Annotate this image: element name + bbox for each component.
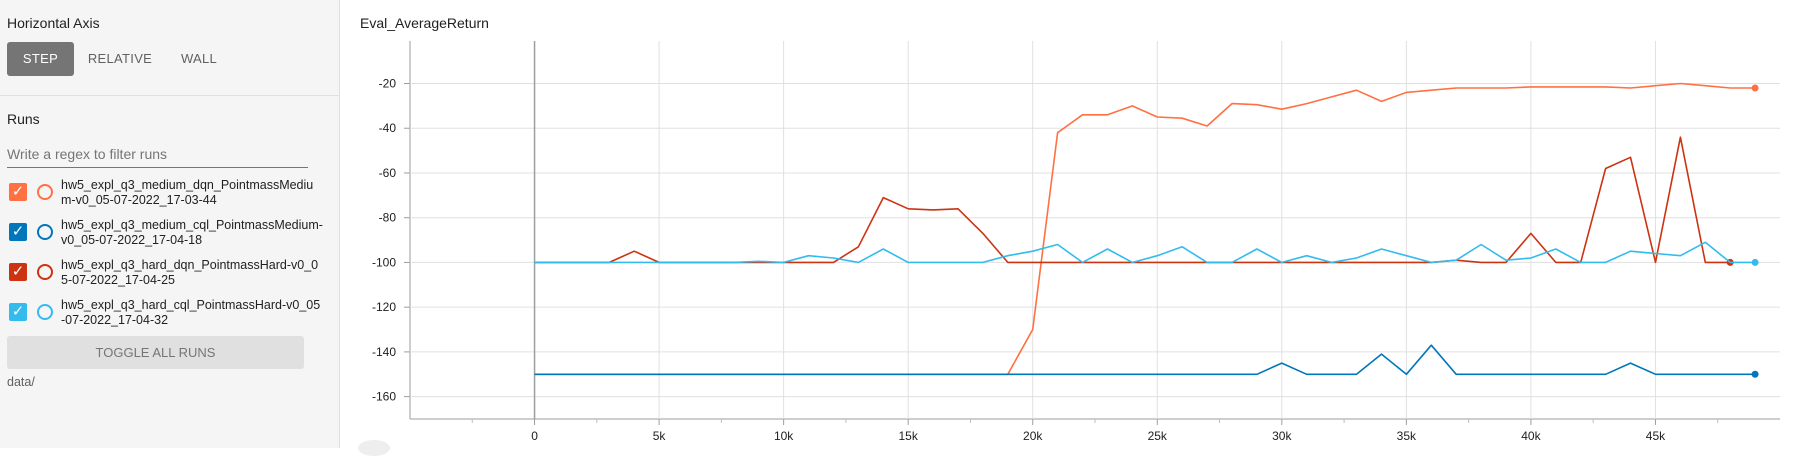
x-tick-label: 5k (653, 429, 667, 443)
run-item[interactable]: ✓ hw5_expl_q3_medium_dqn_PointmassMedium… (9, 178, 329, 208)
line-chart[interactable]: -20 -40 -60 -80 -100 -120 -140 -160 0 5k 10k 15k 20k… (340, 0, 1799, 448)
wall-axis-button[interactable]: WALL (180, 51, 218, 66)
run-checkbox[interactable]: ✓ (9, 263, 27, 281)
x-tick-label: 20k (1023, 429, 1043, 443)
step-axis-button[interactable]: STEP (7, 42, 74, 76)
run-filter-input[interactable] (7, 141, 308, 168)
run-color-swatch-icon[interactable] (37, 304, 53, 320)
toggle-all-runs-button[interactable]: TOGGLE ALL RUNS (7, 336, 304, 369)
data-directory-label: data/ (7, 375, 35, 389)
x-tick-label: 15k (899, 429, 919, 443)
series-endpoint-marker (1751, 370, 1759, 378)
x-tick-label: 10k (774, 429, 794, 443)
scroll-handle[interactable] (358, 440, 390, 456)
run-color-swatch-icon[interactable] (37, 264, 53, 280)
y-tick-label: -20 (379, 76, 397, 90)
run-label: hw5_expl_q3_medium_cql_PointmassMedium-v… (61, 218, 323, 247)
run-label: hw5_expl_q3_medium_dqn_PointmassMedium-v… (61, 178, 314, 207)
x-tick-label: 40k (1521, 429, 1541, 443)
run-checkbox[interactable]: ✓ (9, 223, 27, 241)
x-tick-label: 45k (1646, 429, 1666, 443)
run-label: hw5_expl_q3_hard_cql_PointmassHard-v0_05… (61, 298, 321, 327)
run-checkbox[interactable]: ✓ (9, 183, 27, 201)
runs-title: Runs (7, 111, 40, 127)
divider (0, 95, 340, 96)
y-tick-label: -160 (372, 390, 396, 404)
run-item[interactable]: ✓ hw5_expl_q3_hard_dqn_PointmassHard-v0_… (9, 258, 329, 288)
series-line[interactable] (534, 82, 1756, 376)
y-tick-label: -80 (379, 211, 397, 225)
series-endpoint-marker (1751, 258, 1759, 266)
y-tick-label: -140 (372, 345, 396, 359)
series-endpoint-marker (1751, 84, 1759, 92)
y-tick-label: -40 (379, 121, 397, 135)
chart-title: Eval_AverageReturn (360, 15, 489, 31)
y-tick-label: -120 (372, 300, 396, 314)
run-label: hw5_expl_q3_hard_dqn_PointmassHard-v0_05… (61, 258, 319, 287)
x-tick-label: 25k (1148, 429, 1168, 443)
run-checkbox[interactable]: ✓ (9, 303, 27, 321)
horizontal-axis-title: Horizontal Axis (7, 15, 100, 31)
sidebar: Horizontal Axis STEP RELATIVE WALL Runs … (0, 0, 340, 448)
x-tick-label: 30k (1272, 429, 1292, 443)
series-line[interactable] (534, 241, 1756, 264)
run-color-swatch-icon[interactable] (37, 224, 53, 240)
y-tick-label: -100 (372, 255, 396, 269)
run-color-swatch-icon[interactable] (37, 184, 53, 200)
relative-axis-button[interactable]: RELATIVE (87, 51, 153, 66)
run-item[interactable]: ✓ hw5_expl_q3_hard_cql_PointmassHard-v0_… (9, 298, 329, 328)
x-tick-label: 35k (1397, 429, 1417, 443)
run-item[interactable]: ✓ hw5_expl_q3_medium_cql_PointmassMedium… (9, 218, 329, 248)
x-tick-label: 0 (531, 429, 538, 443)
series-line[interactable] (534, 136, 1731, 264)
y-tick-label: -60 (379, 166, 397, 180)
series-line[interactable] (534, 344, 1756, 376)
